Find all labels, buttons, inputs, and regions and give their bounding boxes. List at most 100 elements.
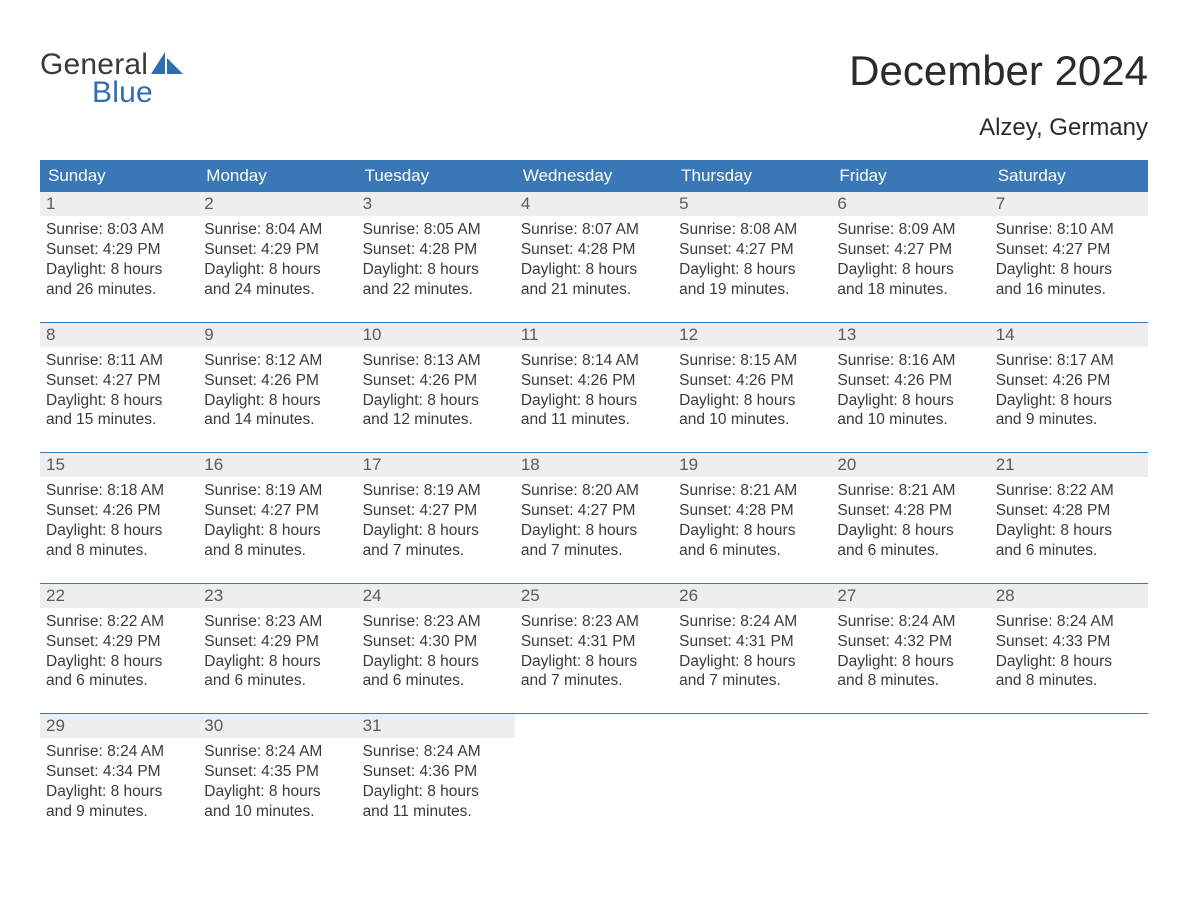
sunset-value: 4:26 PM <box>578 372 636 389</box>
sunrise-line: Sunrise: 8:08 AM <box>679 220 825 240</box>
calendar-cell: 7Sunrise: 8:10 AMSunset: 4:27 PMDaylight… <box>990 192 1148 322</box>
sunrise-label: Sunrise: <box>996 352 1057 369</box>
day-number: 5 <box>673 192 831 216</box>
day-number: 24 <box>357 584 515 608</box>
day-number: 21 <box>990 453 1148 477</box>
calendar-week-row: 29Sunrise: 8:24 AMSunset: 4:34 PMDayligh… <box>40 714 1148 844</box>
sunrise-line: Sunrise: 8:13 AM <box>363 351 509 371</box>
sunset-label: Sunset: <box>204 372 261 389</box>
sunset-label: Sunset: <box>679 241 736 258</box>
weekday-header: Monday <box>198 160 356 192</box>
sunrise-value: 8:16 AM <box>899 352 956 369</box>
day-body: Sunrise: 8:22 AMSunset: 4:29 PMDaylight:… <box>40 608 198 697</box>
calendar-cell: 16Sunrise: 8:19 AMSunset: 4:27 PMDayligh… <box>198 453 356 583</box>
sunset-line: Sunset: 4:28 PM <box>837 501 983 521</box>
sunset-label: Sunset: <box>837 502 894 519</box>
day-body: Sunrise: 8:24 AMSunset: 4:35 PMDaylight:… <box>198 738 356 827</box>
sunset-label: Sunset: <box>204 763 261 780</box>
sunrise-value: 8:23 AM <box>424 613 481 630</box>
daylight-line: Daylight: 8 hours and 8 minutes. <box>46 521 192 561</box>
weekday-header: Friday <box>831 160 989 192</box>
day-number: 11 <box>515 323 673 347</box>
sunrise-value: 8:14 AM <box>582 352 639 369</box>
daylight-line: Daylight: 8 hours and 7 minutes. <box>679 652 825 692</box>
sunrise-line: Sunrise: 8:09 AM <box>837 220 983 240</box>
sunset-value: 4:27 PM <box>1053 241 1111 258</box>
sunrise-line: Sunrise: 8:07 AM <box>521 220 667 240</box>
sunrise-value: 8:21 AM <box>740 482 797 499</box>
daylight-line: Daylight: 8 hours and 10 minutes. <box>204 782 350 822</box>
daylight-line: Daylight: 8 hours and 15 minutes. <box>46 391 192 431</box>
sunset-line: Sunset: 4:27 PM <box>204 501 350 521</box>
daylight-label: Daylight: <box>363 783 428 800</box>
day-number: 18 <box>515 453 673 477</box>
sunrise-label: Sunrise: <box>521 221 582 238</box>
daylight-line: Daylight: 8 hours and 21 minutes. <box>521 260 667 300</box>
daylight-line: Daylight: 8 hours and 24 minutes. <box>204 260 350 300</box>
day-number: 4 <box>515 192 673 216</box>
calendar-cell <box>673 714 831 844</box>
daylight-line: Daylight: 8 hours and 16 minutes. <box>996 260 1142 300</box>
day-body: Sunrise: 8:23 AMSunset: 4:29 PMDaylight:… <box>198 608 356 697</box>
calendar-week-row: 22Sunrise: 8:22 AMSunset: 4:29 PMDayligh… <box>40 584 1148 714</box>
day-number: 14 <box>990 323 1148 347</box>
sunset-value: 4:27 PM <box>894 241 952 258</box>
day-body: Sunrise: 8:19 AMSunset: 4:27 PMDaylight:… <box>198 477 356 566</box>
sunrise-line: Sunrise: 8:24 AM <box>679 612 825 632</box>
sunset-label: Sunset: <box>837 633 894 650</box>
sunset-label: Sunset: <box>837 372 894 389</box>
daylight-line: Daylight: 8 hours and 8 minutes. <box>204 521 350 561</box>
weekday-header: Sunday <box>40 160 198 192</box>
sunrise-value: 8:18 AM <box>107 482 164 499</box>
sunrise-value: 8:20 AM <box>582 482 639 499</box>
sunset-line: Sunset: 4:30 PM <box>363 632 509 652</box>
sunset-label: Sunset: <box>204 241 261 258</box>
sunrise-value: 8:03 AM <box>107 221 164 238</box>
sunset-value: 4:30 PM <box>419 633 477 650</box>
sunrise-value: 8:08 AM <box>740 221 797 238</box>
day-number: 30 <box>198 714 356 738</box>
sunrise-value: 8:11 AM <box>107 352 163 369</box>
sunset-label: Sunset: <box>363 241 420 258</box>
sunset-label: Sunset: <box>363 633 420 650</box>
sunset-label: Sunset: <box>46 241 103 258</box>
header: General Blue December 2024 Alzey, German… <box>40 50 1148 142</box>
sunrise-line: Sunrise: 8:14 AM <box>521 351 667 371</box>
sunrise-label: Sunrise: <box>837 221 898 238</box>
calendar-cell: 6Sunrise: 8:09 AMSunset: 4:27 PMDaylight… <box>831 192 989 322</box>
sunrise-line: Sunrise: 8:22 AM <box>996 481 1142 501</box>
daylight-label: Daylight: <box>837 261 902 278</box>
sunset-value: 4:35 PM <box>261 763 319 780</box>
daylight-label: Daylight: <box>204 522 269 539</box>
daylight-label: Daylight: <box>521 653 586 670</box>
sunrise-label: Sunrise: <box>363 221 424 238</box>
sunrise-value: 8:21 AM <box>899 482 956 499</box>
sunrise-value: 8:24 AM <box>899 613 956 630</box>
sunset-line: Sunset: 4:31 PM <box>521 632 667 652</box>
sunrise-value: 8:09 AM <box>899 221 956 238</box>
day-body: Sunrise: 8:21 AMSunset: 4:28 PMDaylight:… <box>831 477 989 566</box>
day-number: 23 <box>198 584 356 608</box>
daylight-line: Daylight: 8 hours and 12 minutes. <box>363 391 509 431</box>
sunrise-line: Sunrise: 8:04 AM <box>204 220 350 240</box>
sunset-label: Sunset: <box>996 241 1053 258</box>
calendar-cell: 9Sunrise: 8:12 AMSunset: 4:26 PMDaylight… <box>198 323 356 453</box>
brand-word-2: Blue <box>92 78 185 108</box>
day-number: 12 <box>673 323 831 347</box>
sunset-line: Sunset: 4:32 PM <box>837 632 983 652</box>
sunset-value: 4:28 PM <box>736 502 794 519</box>
sunset-line: Sunset: 4:36 PM <box>363 762 509 782</box>
calendar-cell: 31Sunrise: 8:24 AMSunset: 4:36 PMDayligh… <box>357 714 515 844</box>
sunset-value: 4:31 PM <box>736 633 794 650</box>
sunrise-label: Sunrise: <box>996 221 1057 238</box>
sunset-value: 4:29 PM <box>261 241 319 258</box>
day-number: 10 <box>357 323 515 347</box>
sunset-line: Sunset: 4:26 PM <box>521 371 667 391</box>
day-number: 20 <box>831 453 989 477</box>
day-number: 15 <box>40 453 198 477</box>
sunrise-label: Sunrise: <box>679 221 740 238</box>
sunrise-line: Sunrise: 8:10 AM <box>996 220 1142 240</box>
calendar-cell: 25Sunrise: 8:23 AMSunset: 4:31 PMDayligh… <box>515 584 673 714</box>
daylight-label: Daylight: <box>521 261 586 278</box>
daylight-line: Daylight: 8 hours and 14 minutes. <box>204 391 350 431</box>
